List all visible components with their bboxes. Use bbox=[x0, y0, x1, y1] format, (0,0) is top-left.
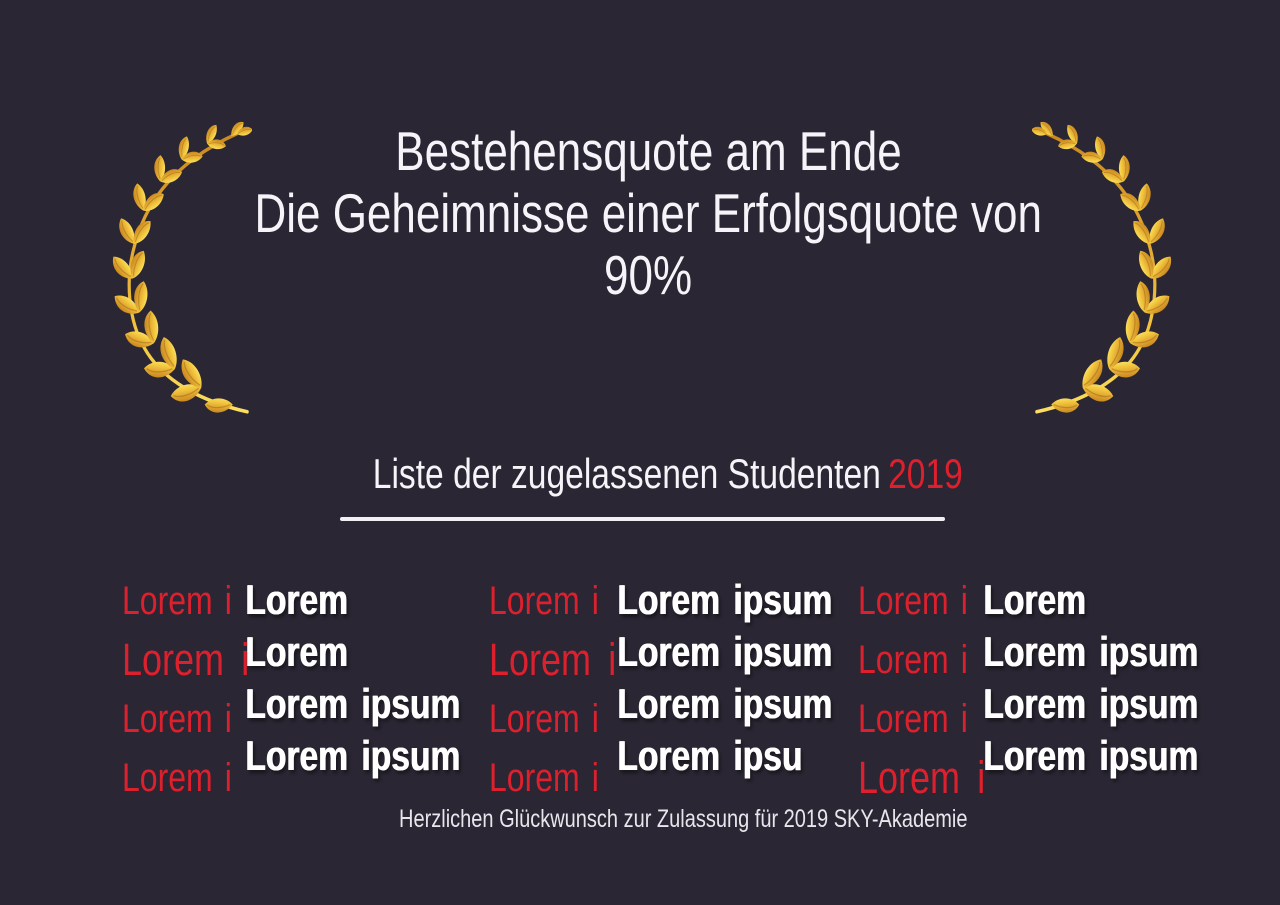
list-item: Lorem ipsum bbox=[245, 679, 514, 731]
student-name: Lorem ipsum bbox=[983, 628, 1198, 675]
student-red-label: Lorem i bbox=[122, 697, 232, 741]
student-red-label: Lorem i bbox=[489, 634, 617, 685]
student-name: Lorem bbox=[245, 576, 348, 623]
list-item: Lorem ipsum bbox=[983, 627, 1252, 679]
list-item: Lorem i bbox=[489, 636, 648, 695]
subtitle: Liste der zugelassenen Studenten 2019 bbox=[28, 450, 1280, 498]
student-name: Lorem ipsum bbox=[617, 628, 832, 675]
list-item: Lorem i bbox=[122, 577, 281, 636]
list-item: Lorem ipsum bbox=[617, 627, 886, 679]
student-red-label: Lorem i bbox=[858, 579, 968, 623]
list-item: Lorem i bbox=[489, 577, 648, 636]
student-name: Lorem ipsum bbox=[983, 680, 1198, 727]
student-red-label: Lorem i bbox=[858, 638, 968, 682]
list-item: Lorem bbox=[245, 627, 514, 679]
red-labels-column-1: Lorem i Lorem i Lorem i Lorem i bbox=[122, 577, 281, 813]
list-item: Lorem ipsum bbox=[983, 731, 1252, 783]
student-red-label: Lorem i bbox=[489, 579, 599, 623]
white-names-column-2: Lorem ipsum Lorem ipsum Lorem ipsum Lore… bbox=[617, 575, 886, 783]
laurel-branch-left-icon bbox=[108, 118, 252, 415]
list-item: Lorem i bbox=[122, 754, 281, 813]
student-red-label: Lorem i bbox=[122, 756, 232, 800]
white-names-column-1: Lorem Lorem Lorem ipsum Lorem ipsum bbox=[245, 575, 514, 783]
student-red-label: Lorem i bbox=[489, 756, 599, 800]
student-red-label: Lorem i bbox=[122, 634, 250, 685]
list-item: Lorem ipsum bbox=[245, 731, 514, 783]
subtitle-year: 2019 bbox=[888, 450, 964, 497]
list-item: Lorem bbox=[245, 575, 514, 627]
list-item: Lorem ipsum bbox=[617, 679, 886, 731]
student-name: Lorem ipsum bbox=[245, 680, 460, 727]
student-name: Lorem ipsu bbox=[617, 732, 803, 779]
red-labels-column-3: Lorem i Lorem i Lorem i Lorem i bbox=[858, 577, 1017, 813]
list-item: Lorem ipsum bbox=[617, 575, 886, 627]
student-name: Lorem ipsum bbox=[983, 732, 1198, 779]
student-red-label: Lorem i bbox=[858, 752, 986, 803]
list-item: Lorem bbox=[983, 575, 1252, 627]
title-line-3: 90% bbox=[603, 244, 693, 306]
list-item: Lorem ipsum bbox=[983, 679, 1252, 731]
student-name: Lorem bbox=[983, 576, 1086, 623]
subtitle-text: Liste der zugelassenen Studenten bbox=[372, 450, 882, 497]
title-line-2: Die Geheimnisse einer Erfolgsquote von bbox=[254, 182, 1042, 244]
student-name: Lorem ipsum bbox=[617, 576, 832, 623]
list-item: Lorem i bbox=[122, 636, 281, 695]
footer-note: Herzlichen Glückwunsch zur Zulassung für… bbox=[398, 805, 968, 833]
red-labels-column-2: Lorem i Lorem i Lorem i Lorem i bbox=[489, 577, 648, 813]
list-item: Lorem i bbox=[858, 754, 1017, 813]
list-item: Lorem i bbox=[858, 695, 1017, 754]
student-name: Lorem ipsum bbox=[245, 732, 460, 779]
student-red-label: Lorem i bbox=[489, 697, 599, 741]
student-name: Lorem bbox=[245, 628, 348, 675]
list-item: Lorem i bbox=[489, 695, 648, 754]
student-red-label: Lorem i bbox=[858, 697, 968, 741]
list-item: Lorem ipsu bbox=[617, 731, 886, 783]
list-item: Lorem i bbox=[858, 577, 1017, 636]
list-item: Lorem i bbox=[489, 754, 648, 813]
title-line-1: Bestehensquote am Ende bbox=[394, 120, 902, 182]
list-item: Lorem i bbox=[122, 695, 281, 754]
list-item: Lorem i bbox=[858, 636, 1017, 695]
subtitle-underline bbox=[340, 517, 945, 521]
student-name: Lorem ipsum bbox=[617, 680, 832, 727]
student-red-label: Lorem i bbox=[122, 579, 232, 623]
page-title: Bestehensquote am Ende Die Geheimnisse e… bbox=[8, 120, 1280, 306]
white-names-column-3: Lorem Lorem ipsum Lorem ipsum Lorem ipsu… bbox=[983, 575, 1252, 783]
